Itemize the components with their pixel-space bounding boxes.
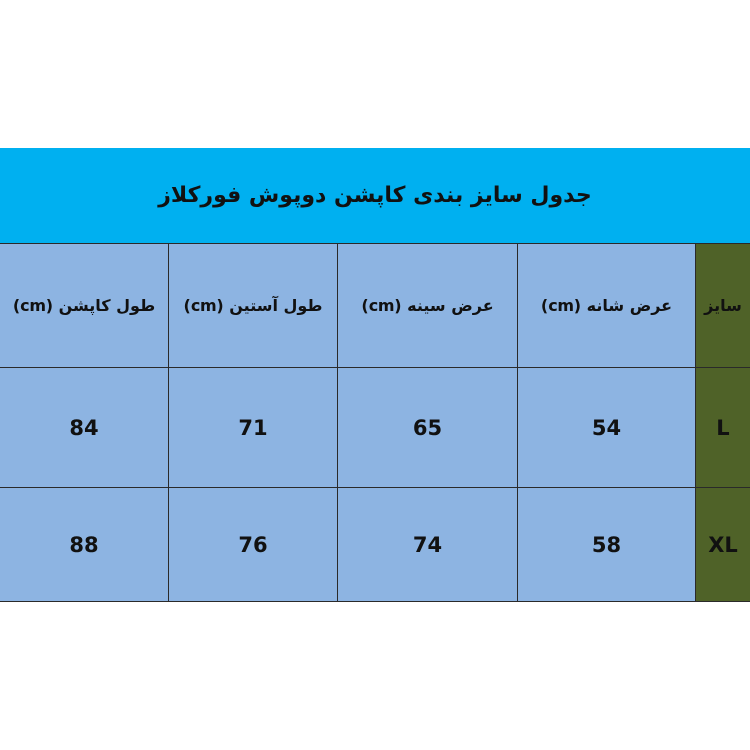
cell-xl-sleeve-length: 76 <box>169 488 338 602</box>
header-jacket-length: طول کاپشن (cm) <box>0 243 169 368</box>
cell-l-sleeve-length: 71 <box>169 368 338 488</box>
cell-l-chest-width: 65 <box>338 368 518 488</box>
cell-xl-chest-width: 74 <box>338 488 518 602</box>
header-sleeve-length: طول آستین (cm) <box>169 243 338 368</box>
cell-l-shoulder-width: 54 <box>518 368 696 488</box>
cell-size-xl: XL <box>696 488 750 602</box>
cell-size-l: L <box>696 368 750 488</box>
cell-xl-shoulder-width: 58 <box>518 488 696 602</box>
cell-l-jacket-length: 84 <box>0 368 169 488</box>
header-size: سایز <box>696 243 750 368</box>
header-shoulder-width: عرض شانه (cm) <box>518 243 696 368</box>
header-chest-width: عرض سینه (cm) <box>338 243 518 368</box>
cell-xl-jacket-length: 88 <box>0 488 169 602</box>
title-bar: جدول سایز بندی کاپشن دوپوش فورکلاز <box>0 148 750 243</box>
table-title: جدول سایز بندی کاپشن دوپوش فورکلاز <box>158 183 592 208</box>
